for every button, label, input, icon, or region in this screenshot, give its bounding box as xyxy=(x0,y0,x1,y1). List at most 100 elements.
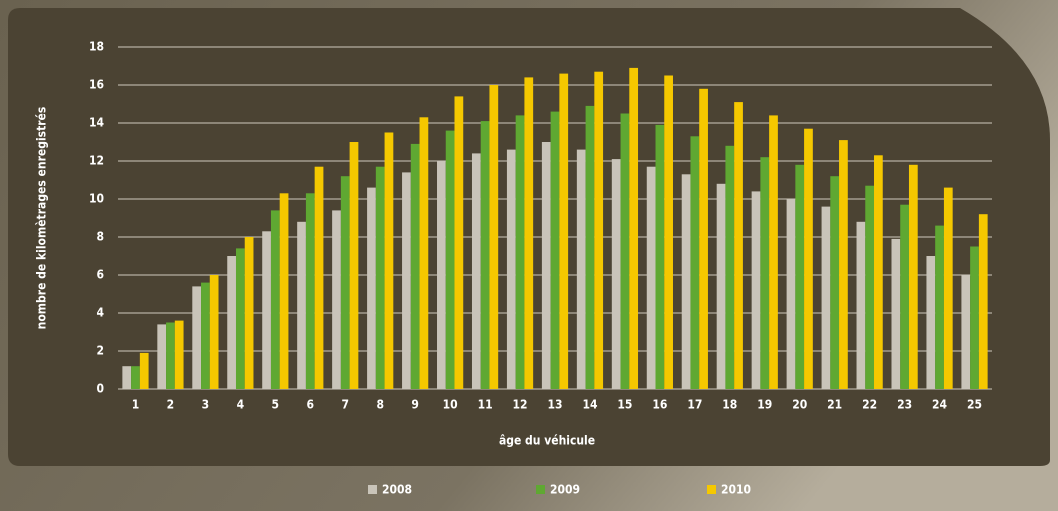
bar xyxy=(821,206,831,389)
bar xyxy=(279,193,289,389)
bar xyxy=(594,71,604,389)
legend-label: 2008 xyxy=(382,483,412,497)
bar xyxy=(244,237,254,389)
legend-swatch xyxy=(368,485,377,494)
bar xyxy=(332,210,341,389)
x-tick-label: 16 xyxy=(652,398,667,412)
bar xyxy=(891,238,901,389)
x-tick-label: 4 xyxy=(237,398,245,412)
bar xyxy=(349,142,359,389)
bar xyxy=(769,115,778,390)
bar xyxy=(611,159,621,389)
x-tick-label: 23 xyxy=(897,398,912,412)
bar xyxy=(471,153,481,389)
bar xyxy=(786,199,796,389)
x-tick-label: 25 xyxy=(967,398,982,412)
x-tick-label: 13 xyxy=(547,398,562,412)
bar xyxy=(305,193,315,389)
x-tick-label: 17 xyxy=(687,398,702,412)
x-tick-label: 21 xyxy=(827,398,842,412)
bar xyxy=(734,102,743,389)
legend-label: 2009 xyxy=(550,483,580,497)
y-tick-label: 12 xyxy=(89,154,104,168)
bar xyxy=(166,322,175,389)
bar xyxy=(646,166,656,389)
bar xyxy=(174,320,184,389)
bar xyxy=(235,248,245,389)
x-tick-label: 15 xyxy=(617,398,632,412)
x-tick-label: 9 xyxy=(411,398,419,412)
bar xyxy=(367,187,376,389)
bar xyxy=(751,191,761,389)
bar xyxy=(131,366,140,389)
x-tick-label: 24 xyxy=(932,398,948,412)
bar xyxy=(419,117,429,390)
legend-swatch xyxy=(707,485,716,494)
x-tick-label: 10 xyxy=(443,398,458,412)
bar xyxy=(804,128,813,389)
bar xyxy=(681,174,691,389)
x-tick-label: 3 xyxy=(202,398,210,412)
bar xyxy=(437,161,446,389)
x-tick-label: 5 xyxy=(272,398,280,412)
bar xyxy=(629,67,639,390)
bar xyxy=(655,124,665,390)
bar xyxy=(865,185,875,389)
y-tick-label: 16 xyxy=(89,78,104,92)
bar xyxy=(874,155,883,389)
legend-label: 2010 xyxy=(721,483,751,497)
bar xyxy=(375,166,385,389)
bar xyxy=(926,256,936,389)
bar xyxy=(690,136,700,389)
bar xyxy=(585,105,595,390)
bar xyxy=(559,73,569,389)
bar xyxy=(935,225,944,389)
bar xyxy=(908,164,918,389)
x-tick-label: 7 xyxy=(341,398,349,412)
bar xyxy=(664,75,673,389)
x-tick-label: 20 xyxy=(792,398,807,412)
y-axis-title: nombre de kilomètrages enregistrés xyxy=(35,107,49,330)
bar xyxy=(524,77,534,390)
legend-swatch xyxy=(536,485,545,494)
bar xyxy=(209,275,219,389)
bar xyxy=(970,246,979,389)
bar xyxy=(795,164,805,389)
y-tick-label: 4 xyxy=(96,306,104,320)
bar xyxy=(978,214,988,389)
x-tick-label: 8 xyxy=(376,398,384,412)
bar xyxy=(340,176,350,389)
x-tick-label: 14 xyxy=(582,398,598,412)
bar xyxy=(699,88,708,390)
x-tick-label: 18 xyxy=(722,398,737,412)
bar xyxy=(725,145,735,389)
bar xyxy=(620,113,630,389)
x-axis-title: âge du véhicule xyxy=(499,434,595,448)
x-tick-label: 1 xyxy=(132,398,140,412)
y-tick-label: 14 xyxy=(89,116,105,130)
bar xyxy=(943,187,953,389)
bar xyxy=(961,275,971,389)
x-tick-label: 6 xyxy=(307,398,315,412)
bar xyxy=(192,286,202,389)
y-tick-label: 6 xyxy=(96,268,104,282)
bar xyxy=(480,121,490,389)
bar xyxy=(830,176,840,389)
bar xyxy=(506,149,516,389)
y-tick-label: 0 xyxy=(96,382,104,396)
bar xyxy=(157,324,167,389)
y-tick-label: 2 xyxy=(96,344,104,358)
x-tick-label: 12 xyxy=(513,398,528,412)
bar xyxy=(122,366,132,389)
y-tick-label: 10 xyxy=(89,192,104,206)
bar xyxy=(454,96,464,390)
bar xyxy=(541,142,551,389)
bar xyxy=(314,166,324,389)
bar xyxy=(402,172,411,389)
bar xyxy=(201,282,210,389)
x-tick-label: 22 xyxy=(862,398,877,412)
y-tick-label: 8 xyxy=(96,230,104,244)
bar xyxy=(760,157,770,389)
bar xyxy=(297,221,306,389)
